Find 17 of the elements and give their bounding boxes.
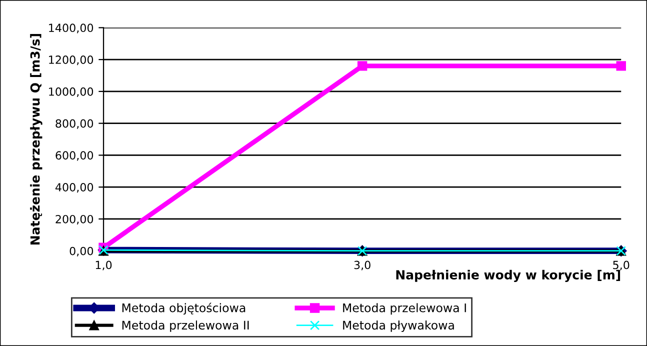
y-tick-label: 200,00	[56, 214, 94, 224]
x-tick-label: 3,0	[354, 260, 370, 270]
y-tick-label: 0,00	[70, 246, 94, 256]
y-tick-label: 600,00	[56, 151, 94, 161]
y-tick-label: 1400,00	[49, 24, 94, 34]
y-tick-label: 1200,00	[49, 56, 94, 66]
legend-label: Metoda przelewowa II	[122, 320, 249, 332]
y-tick-label: 800,00	[56, 119, 94, 129]
x-axis-title: Napełnienie wody w korycie [m]	[396, 270, 620, 282]
y-tick-label: 400,00	[55, 183, 94, 193]
legend-label: Metoda objętościowa	[122, 302, 246, 315]
x-tick-label: 1,0	[96, 260, 112, 270]
y-axis-title: Natężenie przepływu Q [m3/s]	[30, 34, 42, 244]
y-tick-label: 1000,00	[49, 87, 94, 97]
x-tick-label: 5,0	[613, 260, 630, 270]
legend-label: Metoda przelewowa I	[343, 303, 466, 315]
legend-label: Metoda pływakowa	[343, 320, 454, 332]
